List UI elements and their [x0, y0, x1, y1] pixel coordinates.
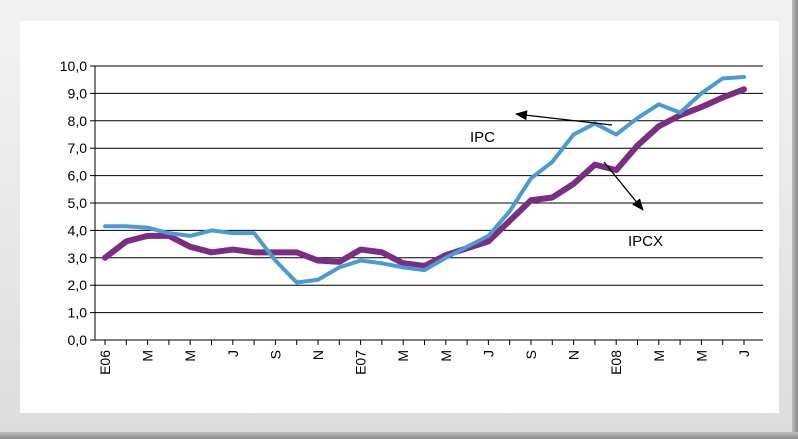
x-tick-label: M: [182, 350, 198, 362]
annotation-ipc-label: IPC: [470, 129, 495, 146]
x-tick-label: M: [693, 350, 709, 362]
x-tick-label: E08: [608, 350, 624, 375]
frame-shadow-bottom: [0, 432, 798, 439]
series-line-ipcx: [102, 86, 747, 270]
x-tick-label: S: [267, 350, 283, 359]
x-tick-label: J: [225, 350, 241, 357]
annotation-ipc-arrow: [515, 110, 613, 126]
gridlines: [95, 65, 763, 341]
x-tick-label: E07: [353, 350, 369, 375]
series-line-ipc: [103, 74, 746, 285]
annotation-ipcx-arrow: [603, 161, 644, 211]
y-tick-label: 2,0: [68, 277, 88, 293]
x-tick-label: S: [523, 350, 539, 359]
x-tick-label: N: [310, 350, 326, 360]
y-tick-label: 7,0: [68, 140, 88, 156]
y-tick-label: 8,0: [68, 113, 88, 129]
frame-shadow-right: [792, 0, 798, 439]
y-tick-label: 10,0: [60, 58, 87, 74]
y-tick-label: 1,0: [68, 305, 88, 321]
y-tick-label: 6,0: [68, 168, 88, 184]
y-tick-label: 3,0: [68, 250, 88, 266]
x-axis: E06 M M J S N E07 M M J S N E08 M M J: [97, 340, 752, 375]
series-lines: [102, 74, 747, 285]
x-tick-label: M: [651, 350, 667, 362]
annotation-ipcx-label: IPCX: [628, 233, 663, 250]
x-tick-label: N: [566, 350, 582, 360]
annotations: IPC IPCX: [470, 110, 663, 250]
y-tick-label: 4,0: [68, 222, 88, 238]
y-tick-label: 0,0: [68, 332, 88, 348]
x-tick-label: M: [438, 350, 454, 362]
y-tick-label: 5,0: [68, 195, 88, 211]
x-tick-label: M: [395, 350, 411, 362]
x-tick-label: E06: [97, 350, 113, 375]
x-tick-label: J: [480, 350, 496, 357]
x-tick-label: M: [140, 350, 156, 362]
plot-area: [20, 21, 779, 413]
x-tick-label: J: [736, 350, 752, 357]
y-tick-label: 9,0: [68, 85, 88, 101]
y-axis: 0,0 1,0 2,0 3,0 4,0 5,0 6,0 7,0 8,0 9,0 10,0: [60, 58, 96, 348]
